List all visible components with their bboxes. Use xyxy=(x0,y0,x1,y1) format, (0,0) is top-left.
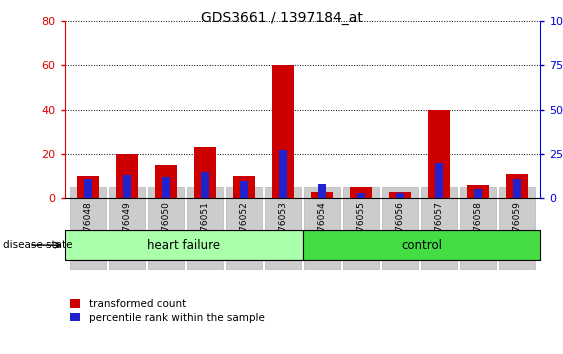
Bar xyxy=(123,175,131,198)
Bar xyxy=(279,150,287,198)
Text: control: control xyxy=(401,239,442,252)
Bar xyxy=(428,110,450,198)
Bar xyxy=(65,230,303,260)
Bar xyxy=(234,176,255,198)
Bar xyxy=(318,184,327,198)
Bar xyxy=(194,147,216,198)
Bar xyxy=(474,189,482,198)
Bar xyxy=(390,192,411,198)
Bar xyxy=(201,172,209,198)
Text: heart failure: heart failure xyxy=(147,239,220,252)
Legend: transformed count, percentile rank within the sample: transformed count, percentile rank withi… xyxy=(70,299,265,323)
Bar xyxy=(240,181,248,198)
Text: disease state: disease state xyxy=(3,240,72,250)
Bar xyxy=(396,193,404,198)
Bar xyxy=(506,174,528,198)
Bar xyxy=(155,165,177,198)
Text: GDS3661 / 1397184_at: GDS3661 / 1397184_at xyxy=(200,11,363,25)
Bar xyxy=(357,193,365,198)
Bar xyxy=(311,192,333,198)
Bar xyxy=(350,187,372,198)
Bar xyxy=(435,163,444,198)
Bar xyxy=(272,65,294,198)
Bar xyxy=(78,176,99,198)
Bar xyxy=(84,179,92,198)
Bar xyxy=(467,185,489,198)
Bar xyxy=(513,179,521,198)
Bar xyxy=(162,177,171,198)
Bar xyxy=(303,230,540,260)
Bar xyxy=(117,154,138,198)
